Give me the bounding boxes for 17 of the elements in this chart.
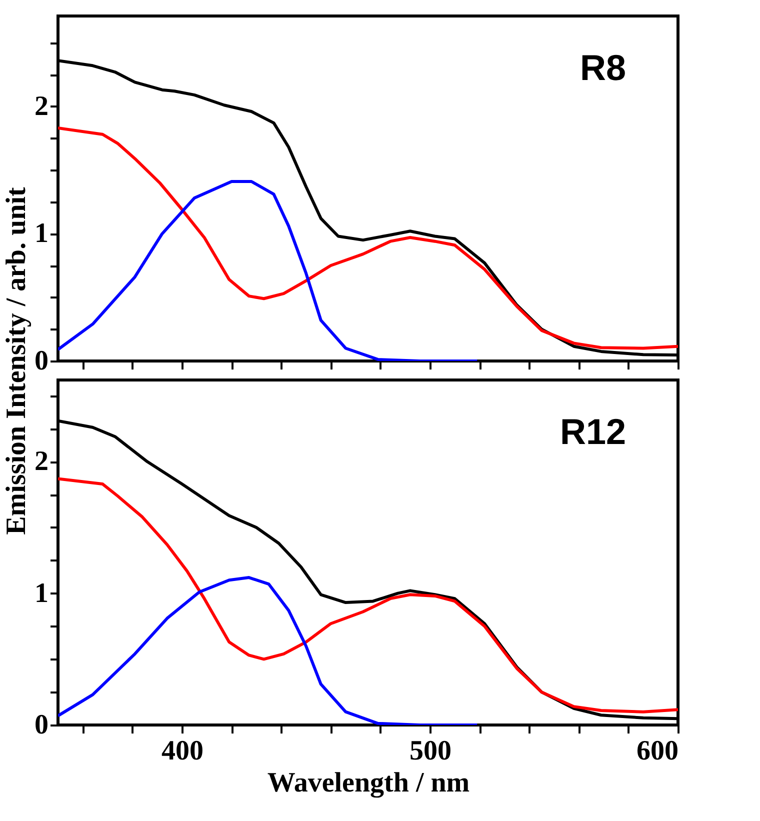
y-tick-label: 0 — [34, 346, 48, 376]
y-tick-label: 1 — [34, 218, 48, 250]
line-series — [58, 126, 678, 350]
x-tick-label: 600 — [636, 736, 678, 766]
y-tick-label: 1 — [34, 578, 48, 609]
line-series — [58, 477, 678, 714]
x-tick-label: 400 — [162, 736, 204, 766]
annotation: R8 — [580, 47, 626, 88]
x-axis-title: Wavelength / nm — [267, 768, 470, 798]
y-axis-title: Emission Intensity / arb. unit — [1, 186, 32, 535]
annotation: R12 — [560, 411, 626, 452]
line-series — [58, 180, 479, 361]
x-tick-label: 500 — [410, 736, 452, 766]
y-tick-label: 2 — [34, 90, 48, 122]
y-tick-label: 2 — [34, 446, 48, 478]
line-series — [58, 576, 479, 725]
y-tick-label: 0 — [34, 710, 48, 740]
